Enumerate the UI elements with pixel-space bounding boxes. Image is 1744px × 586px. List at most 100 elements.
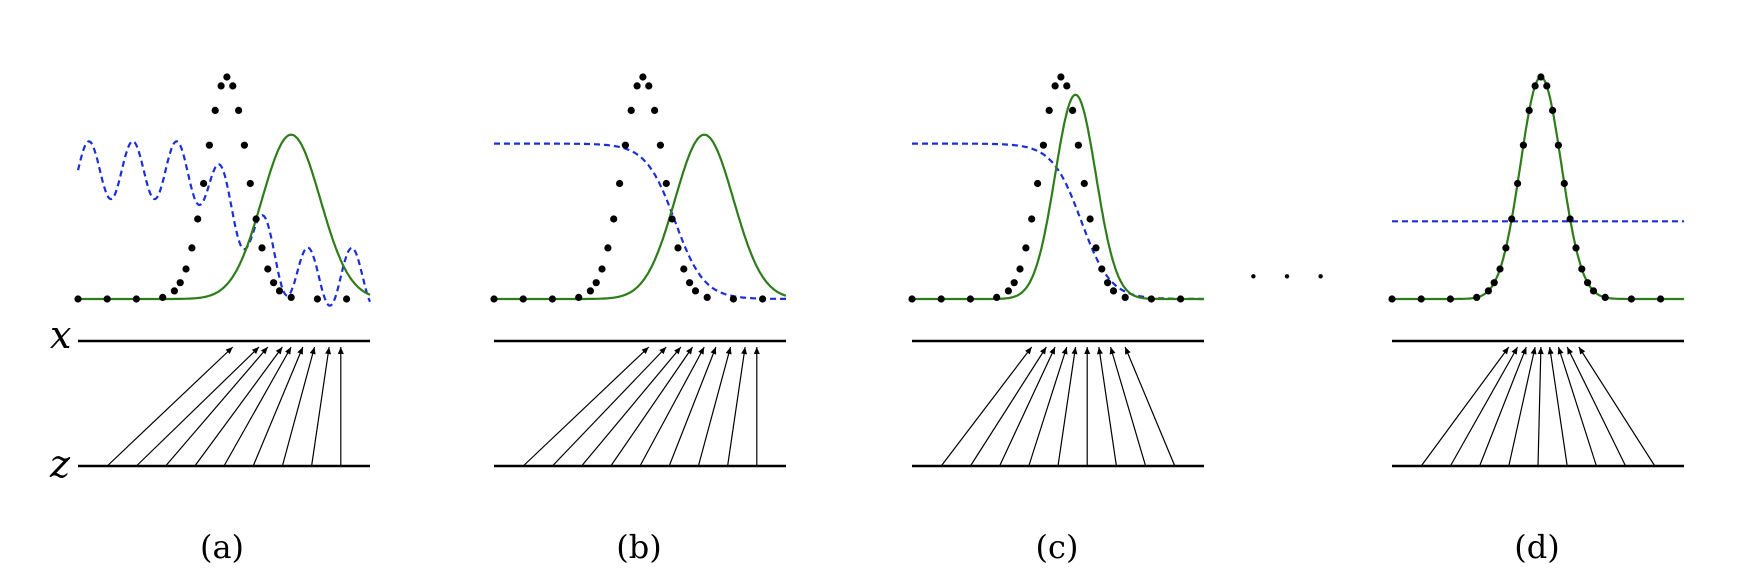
mapping-arrow [165, 346, 269, 467]
data-point [1627, 295, 1635, 303]
data-point [270, 279, 278, 287]
data-point [1080, 179, 1088, 188]
data-point [937, 295, 945, 303]
data-point [343, 295, 351, 303]
data-point [170, 287, 178, 295]
data-point [235, 106, 243, 114]
data-point [1010, 279, 1018, 287]
data-point [645, 82, 653, 90]
panel-label-a: (a) [200, 528, 244, 566]
mapping-arrow [581, 346, 682, 467]
mapping-arrow [940, 346, 1033, 467]
arrow-head [1040, 347, 1047, 355]
data-point [908, 295, 916, 303]
mapping-arrow [1537, 346, 1542, 467]
data-point [275, 287, 284, 295]
data-point [287, 293, 295, 301]
ellipsis: · · · [1248, 257, 1332, 297]
discriminator-curve [912, 142, 1204, 301]
data-point [1028, 215, 1036, 223]
data-point [1057, 73, 1065, 81]
panel-b [490, 73, 787, 468]
data-point [621, 141, 630, 149]
arrow-head [1049, 347, 1056, 355]
mapping-arrow [969, 346, 1047, 467]
arrow-head [725, 347, 732, 355]
mapping-arrow [135, 346, 260, 467]
data-point [633, 82, 641, 90]
data-point [240, 141, 248, 149]
data-point [1039, 141, 1047, 149]
data-point [1177, 295, 1185, 303]
arrow-head [1096, 347, 1103, 355]
mapping-arrow [1420, 346, 1510, 467]
data-point [686, 279, 694, 287]
data-point [313, 295, 321, 303]
data-point [548, 295, 557, 303]
data-point [674, 244, 682, 252]
data-point [1537, 73, 1545, 81]
data-point [668, 215, 676, 223]
mapping-arrow [551, 346, 667, 467]
discriminator-curve [76, 140, 372, 307]
arrow-head [337, 347, 344, 354]
mapping-arrow [639, 346, 705, 467]
data-point [1034, 179, 1042, 188]
mapping-arrow [1449, 346, 1519, 467]
data-point [1508, 215, 1516, 223]
panels [74, 73, 1684, 468]
data-point [691, 287, 700, 295]
mapping-arrow [1124, 346, 1176, 467]
data-point [759, 295, 767, 303]
data-point [662, 179, 670, 188]
arrow-head [1578, 347, 1586, 355]
data-point [229, 82, 237, 90]
panel-label-c: (c) [1036, 528, 1079, 566]
data-point [103, 295, 111, 303]
data-point [1022, 244, 1030, 252]
data-point [188, 244, 196, 252]
data-point [1147, 295, 1155, 303]
panel-d [1388, 73, 1684, 468]
mapping-arrow [252, 346, 304, 467]
arrow-head [753, 347, 760, 354]
data-point [1502, 244, 1510, 252]
data-point [993, 293, 1001, 301]
arrow-head [1109, 347, 1116, 355]
arrow-head [1125, 347, 1131, 355]
mapping-arrow [1109, 346, 1147, 467]
data-point [598, 265, 606, 273]
mapping-arrow [1549, 346, 1568, 467]
data-point [627, 106, 635, 114]
arrow-head [325, 347, 332, 355]
data-point [656, 141, 665, 149]
data-point [1484, 287, 1492, 295]
arrow-head [641, 347, 649, 354]
arrow-head [1084, 347, 1091, 354]
arrow-head [260, 347, 268, 355]
mapping-arrow [1057, 346, 1077, 467]
data-point [1566, 215, 1574, 223]
data-point [1525, 106, 1533, 114]
data-point [639, 73, 647, 81]
arrow-head [1530, 347, 1537, 355]
data-point [1446, 295, 1454, 303]
x-axis-label: x [50, 313, 71, 357]
data-point [1121, 293, 1129, 301]
mapping-arrow [1479, 346, 1527, 467]
data-point [1092, 244, 1100, 252]
data-point [1554, 141, 1562, 149]
arrow-head [309, 347, 316, 355]
data-point [258, 244, 266, 252]
arrow-head [1071, 347, 1078, 355]
arrow-head [275, 347, 283, 355]
data-point [194, 215, 202, 223]
data-point [1016, 265, 1024, 273]
mapping-arrow [1098, 346, 1117, 467]
arrow-head [297, 347, 303, 355]
data-point [1109, 287, 1118, 295]
arrow-head [1511, 347, 1518, 355]
arrow-head [1547, 347, 1554, 355]
data-point [217, 82, 225, 90]
mapping-arrow [999, 346, 1056, 467]
